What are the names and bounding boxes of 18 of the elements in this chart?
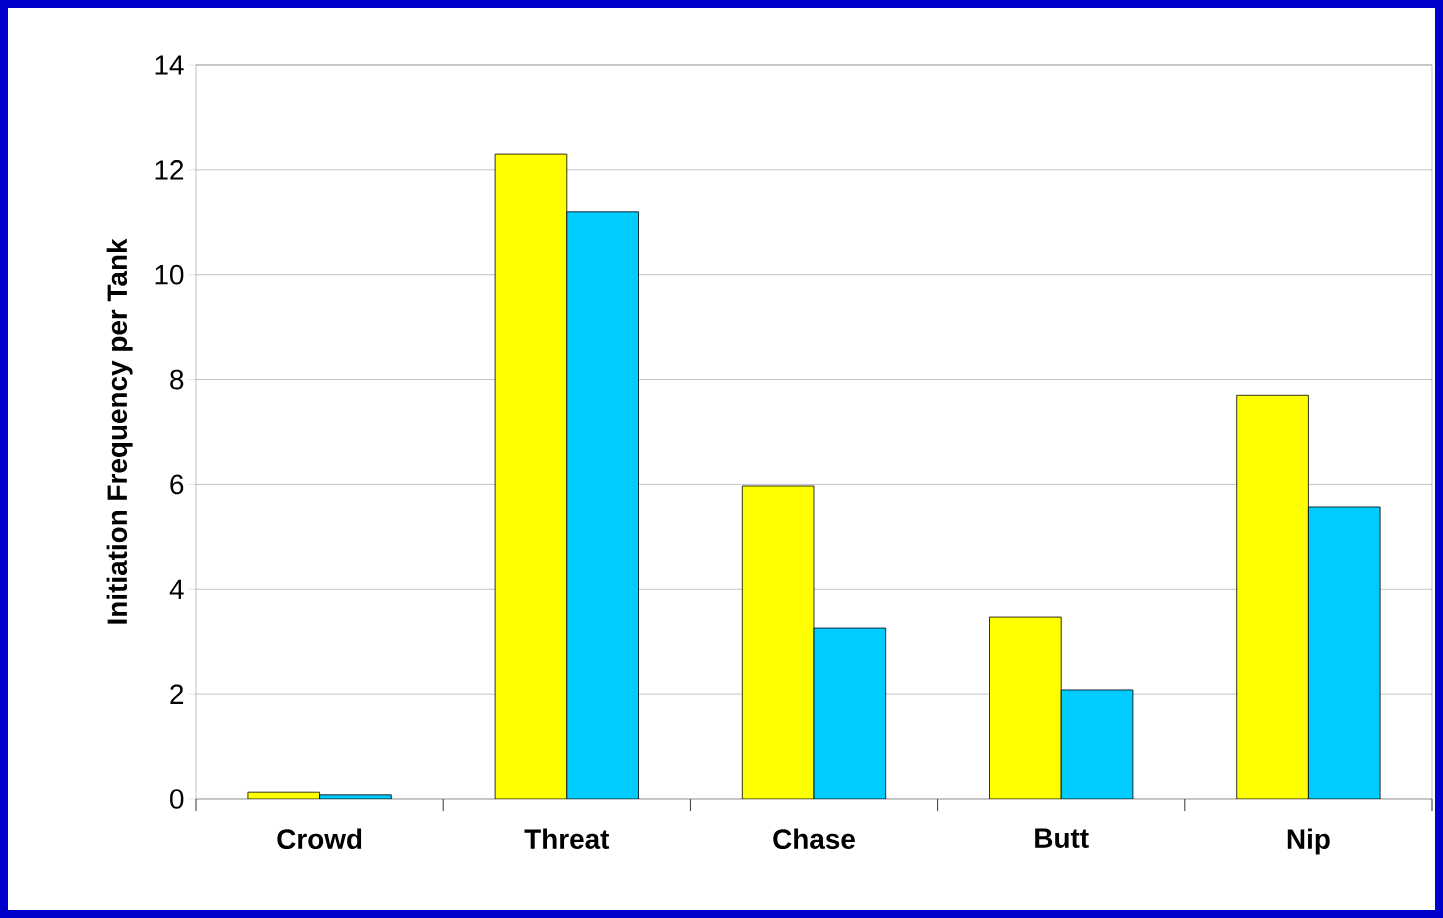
y-tick-label: 14 (155, 55, 184, 75)
x-tick-label: Threat (524, 828, 610, 849)
bar (494, 153, 568, 799)
y-tick-label: 2 (170, 684, 184, 704)
y-tick-label: 10 (155, 264, 184, 285)
y-tick-label: 12 (155, 160, 184, 180)
y-tick-label: 4 (169, 579, 184, 599)
bar (989, 616, 1062, 799)
y-tick-label: 0 (170, 789, 184, 809)
x-tick-label: Chase (773, 828, 855, 849)
y-tick-label: 8 (170, 369, 184, 390)
bar (741, 485, 815, 799)
y-axis-title: Initiation Frequency per Tank (106, 238, 133, 624)
x-tick-label: Nip (1287, 828, 1330, 855)
y-tick-label: 6 (170, 474, 184, 495)
x-tick-label: Butt (1035, 828, 1089, 848)
x-tick-label: Crowd (277, 828, 362, 849)
bar (1236, 394, 1309, 799)
